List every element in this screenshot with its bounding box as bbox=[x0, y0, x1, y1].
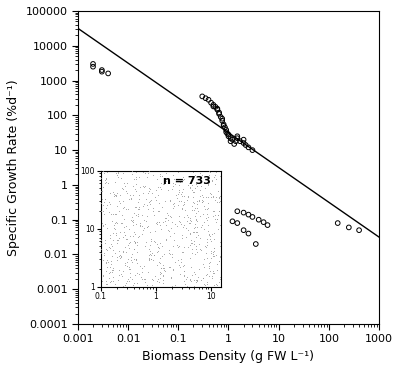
Point bbox=[356, 227, 362, 233]
Point bbox=[240, 137, 247, 142]
Point bbox=[249, 214, 256, 220]
Point bbox=[225, 133, 232, 139]
Point bbox=[240, 140, 247, 146]
Point bbox=[214, 107, 220, 113]
Point bbox=[245, 231, 252, 236]
Point bbox=[264, 222, 271, 228]
Point bbox=[220, 123, 227, 129]
Point bbox=[216, 111, 222, 117]
Point bbox=[90, 64, 96, 70]
Y-axis label: Specific Growth Rate (%d⁻¹): Specific Growth Rate (%d⁻¹) bbox=[7, 79, 20, 256]
Point bbox=[99, 69, 105, 75]
Point bbox=[99, 67, 105, 73]
Point bbox=[229, 137, 236, 142]
Point bbox=[105, 70, 111, 76]
Point bbox=[237, 138, 243, 144]
Point bbox=[219, 116, 226, 122]
Point bbox=[245, 212, 252, 218]
Point bbox=[223, 127, 229, 133]
Point bbox=[202, 95, 209, 101]
Point bbox=[229, 218, 236, 224]
Point bbox=[234, 135, 240, 141]
Point bbox=[252, 241, 259, 247]
Point bbox=[210, 214, 216, 220]
Point bbox=[222, 124, 228, 130]
Point bbox=[240, 210, 247, 216]
X-axis label: Biomass Density (g FW L⁻¹): Biomass Density (g FW L⁻¹) bbox=[142, 350, 314, 363]
Point bbox=[214, 106, 220, 112]
Point bbox=[227, 138, 234, 144]
Point bbox=[199, 94, 206, 100]
Point bbox=[210, 102, 216, 108]
Point bbox=[249, 147, 256, 153]
Point bbox=[220, 121, 227, 127]
Point bbox=[225, 132, 232, 138]
Point bbox=[334, 220, 341, 226]
Point bbox=[219, 118, 226, 124]
Point bbox=[212, 104, 219, 110]
Point bbox=[205, 97, 212, 103]
Point bbox=[224, 131, 230, 137]
Point bbox=[223, 129, 229, 135]
Point bbox=[218, 114, 224, 120]
Point bbox=[242, 142, 249, 148]
Point bbox=[234, 220, 240, 226]
Point bbox=[227, 135, 234, 141]
Point bbox=[256, 217, 262, 223]
Point bbox=[260, 219, 267, 225]
Point bbox=[208, 100, 214, 106]
Point bbox=[231, 141, 238, 147]
Point bbox=[233, 138, 239, 144]
Point bbox=[210, 104, 216, 110]
Point bbox=[240, 227, 247, 233]
Point bbox=[346, 225, 352, 231]
Point bbox=[245, 144, 252, 150]
Point bbox=[90, 61, 96, 67]
Point bbox=[234, 208, 240, 214]
Point bbox=[234, 133, 240, 139]
Point bbox=[216, 110, 222, 115]
